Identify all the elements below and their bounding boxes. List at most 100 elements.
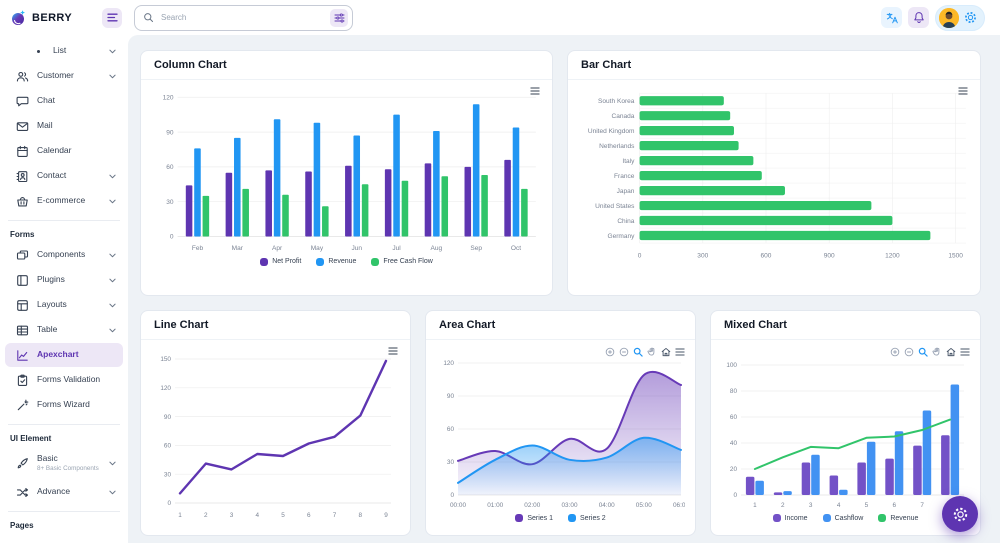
svg-text:80: 80 [730,388,738,395]
sidebar-divider [8,511,120,512]
legend-item[interactable]: Cashflow [822,514,863,522]
svg-text:Italy: Italy [622,158,635,165]
sidebar-item-label: Table [37,324,58,335]
legend-item[interactable]: Series 1 [515,514,553,522]
sidebar-item-calendar[interactable]: Calendar [5,139,123,163]
svg-text:1: 1 [753,502,757,509]
zoom-out-icon[interactable] [904,347,914,357]
legend-label: Series 1 [527,514,553,522]
settings-gear-icon [964,11,977,24]
sidebar-item-forms-validation[interactable]: Forms Validation [5,368,123,392]
chevron-down-icon [109,303,116,308]
zoom-in-icon[interactable] [890,347,900,357]
svg-text:Japan: Japan [617,188,635,195]
validation-icon [16,374,29,387]
contact-icon [16,170,29,183]
zoom-in-icon[interactable] [605,347,615,357]
settings-gear-icon [952,506,969,523]
sidebar-item-customer[interactable]: Customer [5,64,123,88]
sidebar-item-plugins[interactable]: Plugins [5,268,123,292]
mixed-chart-plot[interactable]: 02040608010012345678 [721,355,970,513]
sidebar-section-caption: Forms [10,230,35,239]
svg-text:2: 2 [204,512,208,519]
legend-item[interactable]: Free Cash Flow [371,257,433,266]
legend-item[interactable]: Series 2 [568,514,606,522]
app-header: BERRY [0,0,1000,35]
svg-text:4: 4 [837,502,841,509]
legend-item[interactable]: Revenue [316,257,356,266]
sidebar-item-components[interactable]: Components [5,243,123,267]
chart-menu-icon[interactable] [958,87,968,95]
bar-chart-plot[interactable]: 0 300 600 900 1200 1500 South Korea Canada Unite… [578,85,970,266]
sidebar-item-list[interactable]: List [5,39,123,63]
reset-zoom-home-icon[interactable] [946,347,956,357]
svg-text:01:00: 01:00 [487,502,503,509]
brand-logo[interactable]: BERRY [10,9,72,26]
svg-text:4: 4 [256,512,260,519]
sidebar-item-contact[interactable]: Contact [5,164,123,188]
legend-marker [878,514,887,522]
svg-text:150: 150 [160,356,171,363]
sidebar-item-table[interactable]: Table [5,318,123,342]
sidebar-item-sublabel: 8+ Basic Components [37,464,99,472]
sidebar-item-basic[interactable]: Basic 8+ Basic Components [5,447,123,479]
chart-menu-icon[interactable] [388,347,398,355]
sidebar-item-e-commerce[interactable]: E-commerce [5,189,123,213]
sidebar-item-layouts[interactable]: Layouts [5,293,123,317]
notifications-button[interactable] [908,7,929,28]
sidebar-toggle-button[interactable] [102,7,122,28]
chart-menu-icon[interactable] [960,348,970,356]
sidebar-item-label: List [53,45,67,56]
area-chart-plot[interactable]: 0 30 60 90 120 00:00 01:00 02:00 03:00 04:00 05:00… [436,355,685,513]
panning-hand-icon[interactable] [647,347,657,357]
selection-zoom-icon[interactable] [918,347,928,357]
legend-label: Free Cash Flow [383,258,433,266]
sidebar-item-advance[interactable]: Advance [5,480,123,504]
sidebar-item-chat[interactable]: Chat [5,89,123,113]
svg-text:1200: 1200 [885,252,900,259]
table-icon [16,324,29,337]
bar-chart-card: Bar Chart 0 300 600 900 1200 1500 South Korea C… [567,50,981,296]
header-actions [881,4,1000,31]
chart-menu-icon[interactable] [530,87,540,95]
bar-chart-header: Bar Chart [568,51,980,80]
svg-text:Jun: Jun [351,245,362,252]
legend-item[interactable]: Income [772,514,808,522]
svg-text:7: 7 [920,502,924,509]
berry-logo-icon [10,9,27,26]
sidebar-item-label: Layouts [37,299,67,310]
sidebar-item-forms-wizard[interactable]: Forms Wizard [5,393,123,417]
legend-label: Revenue [890,514,919,522]
search-input[interactable] [159,12,325,23]
profile-menu-button[interactable] [935,4,985,31]
customize-fab-button[interactable] [942,496,978,532]
language-button[interactable] [881,7,902,28]
sidebar-item-apexchart[interactable]: Apexchart [5,343,123,367]
reset-zoom-home-icon[interactable] [661,347,671,357]
svg-text:May: May [311,245,324,252]
legend-item[interactable]: Revenue [878,514,918,522]
sidebar-item-label: Forms Wizard [37,399,90,410]
search-filter-button[interactable] [330,8,348,27]
sidebar-item-mail[interactable]: Mail [5,114,123,138]
search-icon [143,12,154,23]
svg-text:120: 120 [160,385,171,392]
column-chart-plot[interactable]: 0 30 60 90 120 Feb Mar Apr May Jun Jul Aug Sep Oct [151,85,542,257]
panning-hand-icon[interactable] [932,347,942,357]
svg-text:30: 30 [164,471,172,478]
chart-menu-icon[interactable] [675,348,685,356]
bullet-icon [32,45,45,58]
svg-text:Sep: Sep [470,245,482,252]
chevron-down-icon [109,253,116,258]
svg-text:2: 2 [781,502,785,509]
zoom-out-icon[interactable] [619,347,629,357]
line-chart-plot[interactable]: 0 30 60 90 120 150 1 2 3 4 5 6 7 8 9 [151,345,400,525]
svg-text:90: 90 [447,393,455,400]
legend-item[interactable]: Net Profit [260,257,301,266]
svg-text:30: 30 [447,459,455,466]
chevron-down-icon [109,461,116,466]
svg-text:Aug: Aug [431,245,443,252]
selection-zoom-icon[interactable] [633,347,643,357]
svg-text:06:00: 06:00 [673,502,685,509]
tune-filter-icon [334,12,345,23]
